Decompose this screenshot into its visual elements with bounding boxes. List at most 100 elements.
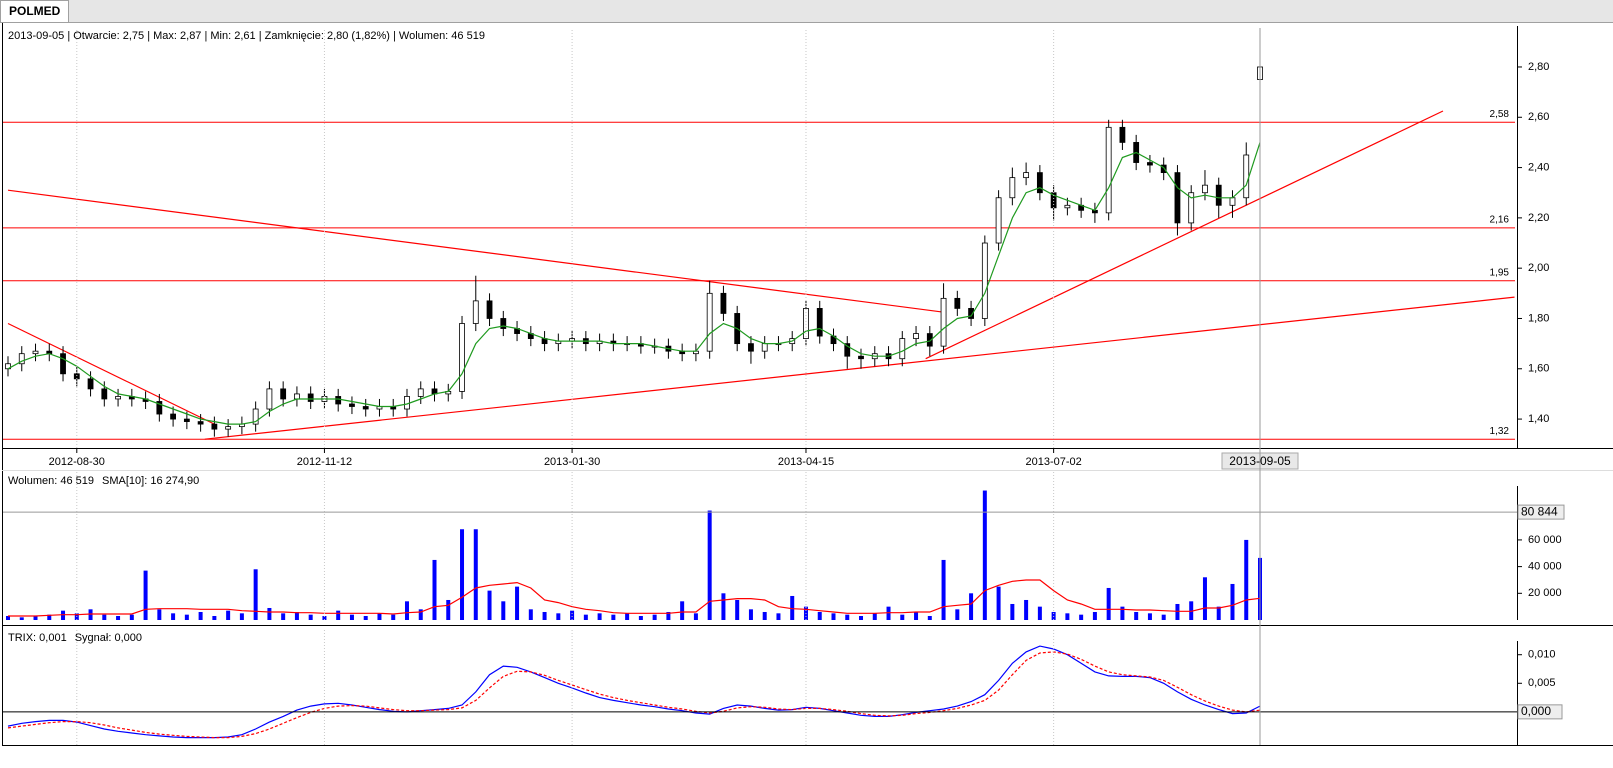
volume-bar [391,614,396,620]
volume-bar [528,609,533,620]
candle-body [954,297,961,309]
candle-body [981,242,988,319]
volume-bar [102,614,107,620]
candle-body [748,343,754,352]
volume-bar [1161,614,1166,620]
volume-bar [1202,577,1207,620]
volume-bar [184,614,189,620]
volume-bar [1065,613,1070,620]
volume-bar [294,611,299,620]
y-tick-label: 2,40 [1528,161,1549,173]
candle-body [761,343,768,352]
volume-bar [1230,583,1235,620]
candle-body [913,333,919,339]
panel [7,645,1261,739]
volume-bar [1106,587,1111,620]
volume-bar [239,613,244,620]
volume-bar [501,601,506,620]
volume-bar [418,609,423,620]
volume-bar [1120,606,1125,620]
candle-body [18,353,25,365]
volume-bar [831,613,836,620]
candle-body [225,426,232,430]
volume-bar [955,609,960,620]
y-tick-label: 1,80 [1528,312,1549,324]
candle-body [170,413,176,420]
candle-body [252,408,259,425]
trend-line [7,322,215,425]
volume-bar [1147,613,1152,620]
volume-bar [47,614,52,620]
x-tick-label: 2013-04-15 [778,456,834,468]
volume-bar [1134,611,1139,620]
indicator-line [7,651,1261,739]
candle-body [1023,172,1030,179]
volume-bar [941,559,946,620]
candle-body [844,343,851,357]
volume-bar [762,611,767,620]
candle-body [1009,177,1016,199]
marker-label: 0,000 [1521,704,1551,718]
info-line: 2013-09-05 | Otwarcie: 2,75 | Max: 2,87 … [8,30,485,42]
volume-bar [88,609,93,620]
volume-bar [1092,611,1097,620]
candle-body [940,297,947,347]
volume-bar [432,559,437,620]
volume-bar [1051,611,1056,620]
volume-bar [19,617,24,620]
tab-label[interactable]: POLMED [9,4,61,18]
volume-bar [1024,599,1029,620]
volume-bar [212,615,217,620]
volume-bar [638,615,643,620]
y-tick-label: 20 000 [1528,587,1562,599]
candle-body [926,333,933,347]
legend-entry: Sygnał: 0,000 [75,632,142,644]
x-tick-label: 2012-08-30 [49,456,105,468]
volume-bar [583,614,588,620]
candle-body [803,308,809,339]
volume-bar [1079,614,1084,620]
volume-bar [859,615,864,620]
volume-bar [996,586,1001,620]
candle-body [1188,192,1195,224]
volume-bar [817,611,822,620]
candle-body [486,300,493,319]
tab-bar [0,0,1613,22]
volume-bar [693,613,698,620]
volume-bar [281,613,286,620]
y-tick-label: 40 000 [1528,561,1562,573]
volume-bar [748,609,753,620]
legend-entry: TRIX: 0,001 [8,632,67,644]
volume-bar [404,601,409,620]
volume-bar [198,611,203,620]
candle-body [87,378,94,390]
volume-bar [597,613,602,620]
volume-bar [1189,601,1194,620]
level-label: 2,16 [1490,215,1510,226]
volume-bar [487,590,492,620]
volume-bar [157,609,162,620]
volume-bar [707,510,712,620]
legend-entry: SMA[10]: 16 274,90 [102,475,199,487]
volume-bar [652,614,657,620]
volume-bar [171,613,176,620]
level-label: 1,32 [1490,426,1510,437]
y-tick-label: 0,010 [1528,649,1556,661]
candle-body [472,300,479,324]
candle-body [60,353,66,375]
candle-body [417,388,424,397]
y-tick-label: 0,005 [1528,677,1556,689]
volume-bar [226,610,231,620]
volume-bar [473,529,478,620]
candle-body [1243,154,1250,199]
candle-body [858,355,864,360]
panel [3,49,1515,440]
candle-body [459,323,465,392]
volume-bar [1244,539,1249,620]
y-tick-label: 2,00 [1528,262,1549,274]
candle-body [1036,172,1043,194]
volume-bar [900,614,905,620]
candle-body [197,421,204,425]
